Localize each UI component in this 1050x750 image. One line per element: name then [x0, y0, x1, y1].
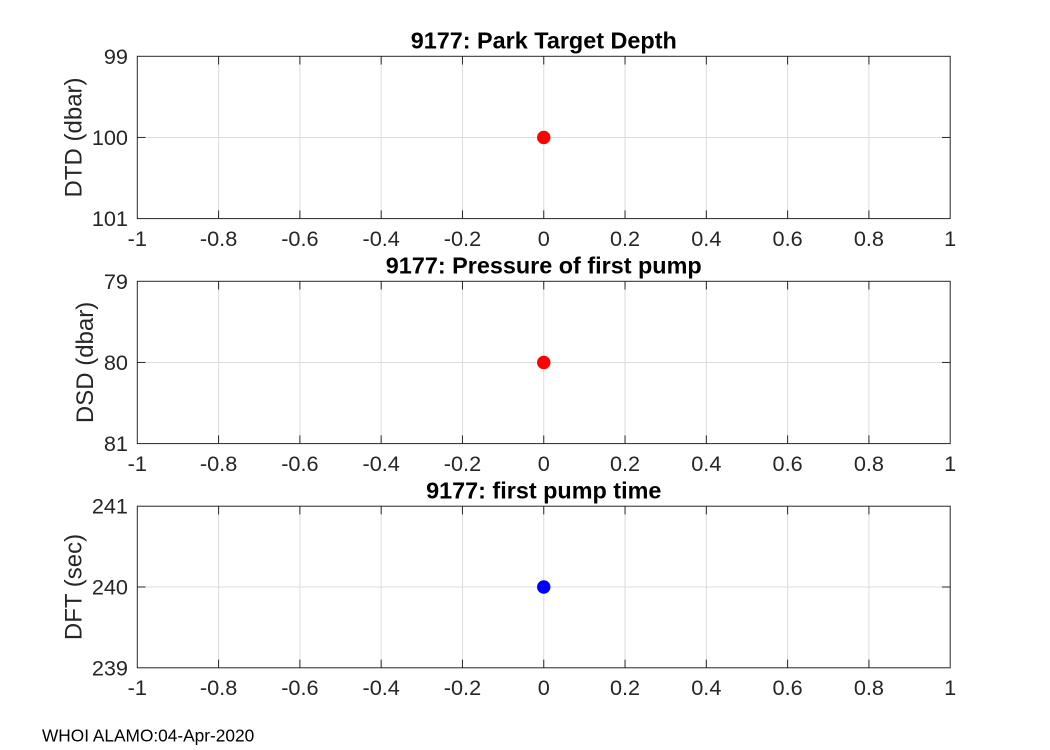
- svg-text:241: 241: [92, 494, 128, 519]
- svg-text:0.8: 0.8: [854, 675, 884, 700]
- svg-text:0.6: 0.6: [773, 675, 803, 700]
- svg-text:9177: Pressure of first pump: 9177: Pressure of first pump: [386, 252, 702, 278]
- svg-text:0.4: 0.4: [691, 675, 721, 700]
- svg-text:WHOI ALAMO:04-Apr-2020: WHOI ALAMO:04-Apr-2020: [42, 726, 254, 746]
- svg-text:0: 0: [538, 451, 550, 476]
- svg-text:0.8: 0.8: [854, 451, 884, 476]
- svg-text:-0.8: -0.8: [200, 226, 237, 251]
- svg-text:-0.4: -0.4: [362, 226, 399, 251]
- svg-text:-1: -1: [128, 675, 147, 700]
- svg-text:0.4: 0.4: [691, 451, 721, 476]
- svg-text:9177: first pump time: 9177: first pump time: [426, 477, 661, 503]
- svg-text:-1: -1: [128, 226, 147, 251]
- svg-text:0: 0: [538, 675, 550, 700]
- svg-text:0.6: 0.6: [773, 226, 803, 251]
- svg-text:81: 81: [104, 431, 128, 456]
- svg-text:-0.4: -0.4: [362, 675, 399, 700]
- svg-text:-0.2: -0.2: [444, 675, 481, 700]
- svg-text:DSD (dbar): DSD (dbar): [72, 302, 99, 423]
- svg-text:80: 80: [104, 350, 128, 375]
- svg-text:100: 100: [92, 125, 128, 150]
- svg-text:DTD (dbar): DTD (dbar): [61, 77, 88, 197]
- svg-text:240: 240: [92, 574, 128, 599]
- svg-text:0: 0: [538, 226, 550, 251]
- svg-text:-0.8: -0.8: [200, 451, 237, 476]
- svg-text:1: 1: [944, 675, 956, 700]
- svg-text:99: 99: [104, 44, 128, 69]
- svg-text:239: 239: [92, 655, 128, 680]
- svg-text:-0.6: -0.6: [281, 451, 318, 476]
- svg-text:-0.4: -0.4: [362, 451, 399, 476]
- svg-text:1: 1: [944, 226, 956, 251]
- svg-text:-0.6: -0.6: [281, 226, 318, 251]
- svg-text:101: 101: [92, 206, 128, 231]
- svg-text:0.8: 0.8: [854, 226, 884, 251]
- svg-text:0.2: 0.2: [610, 451, 640, 476]
- svg-text:79: 79: [104, 269, 128, 294]
- svg-text:0.2: 0.2: [610, 226, 640, 251]
- svg-text:1: 1: [944, 451, 956, 476]
- svg-text:0.6: 0.6: [773, 451, 803, 476]
- svg-text:-0.6: -0.6: [281, 675, 318, 700]
- svg-text:-0.2: -0.2: [444, 226, 481, 251]
- svg-text:0.2: 0.2: [610, 675, 640, 700]
- svg-text:-0.8: -0.8: [200, 675, 237, 700]
- svg-text:-1: -1: [128, 451, 147, 476]
- svg-text:DFT (sec): DFT (sec): [61, 534, 88, 640]
- svg-text:-0.2: -0.2: [444, 451, 481, 476]
- svg-text:0.4: 0.4: [691, 226, 721, 251]
- svg-text:9177: Park Target Depth: 9177: Park Target Depth: [411, 27, 677, 53]
